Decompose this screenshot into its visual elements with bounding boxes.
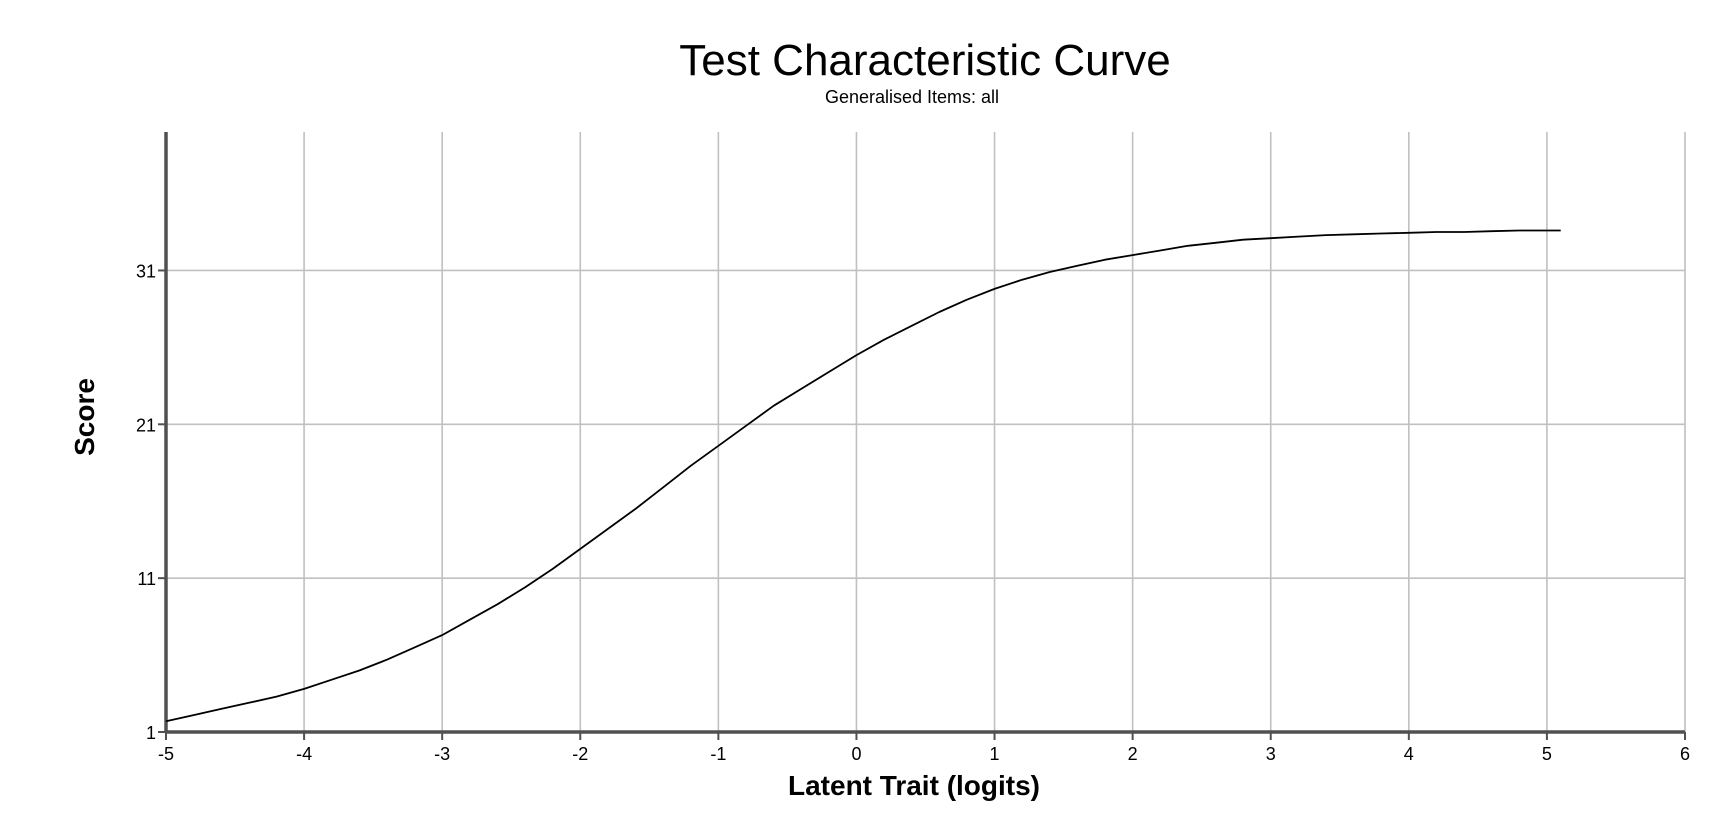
x-tick-label: 3 xyxy=(1266,744,1276,764)
y-tick-label: 11 xyxy=(137,569,156,589)
chart-subtitle: Generalised Items: all xyxy=(825,87,999,107)
x-tick-label: -1 xyxy=(710,744,726,764)
chart-title: Test Characteristic Curve xyxy=(679,36,1170,85)
y-tick-label: 1 xyxy=(146,723,156,743)
x-tick-label: 1 xyxy=(990,744,1000,764)
y-axis-label: Score xyxy=(69,378,100,456)
y-tick-label: 21 xyxy=(136,415,156,435)
x-tick-label: -3 xyxy=(434,744,450,764)
x-tick-label: 6 xyxy=(1680,744,1690,764)
series-line xyxy=(165,229,1561,723)
x-axis-label: Latent Trait (logits) xyxy=(788,770,1040,801)
x-tick-label: -5 xyxy=(158,744,174,764)
grid-layer xyxy=(166,132,1686,732)
x-tick-label: -2 xyxy=(572,744,588,764)
x-tick-label: 2 xyxy=(1128,744,1138,764)
x-tick-label: 4 xyxy=(1404,744,1414,764)
x-tick-label: 0 xyxy=(851,744,861,764)
axes-layer xyxy=(164,132,1685,734)
series-layer xyxy=(165,229,1561,723)
x-tick-label: -4 xyxy=(296,744,312,764)
x-tick-label: 5 xyxy=(1542,744,1552,764)
y-tick-label: 31 xyxy=(136,261,156,281)
